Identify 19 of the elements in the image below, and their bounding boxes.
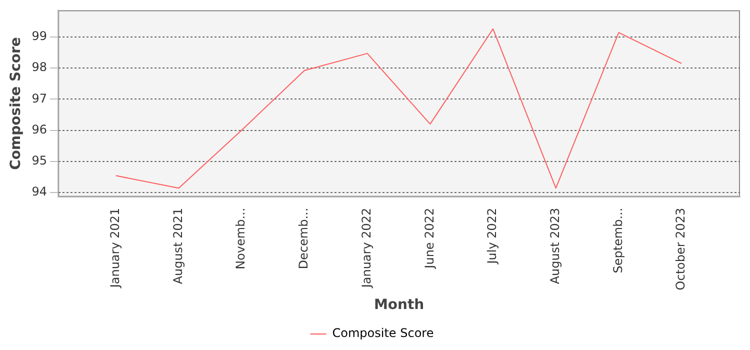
legend-label: Composite Score	[332, 326, 434, 340]
y-tick-label: 97	[32, 91, 48, 106]
y-tick-label: 96	[32, 122, 48, 136]
x-tick-label: January 2022	[359, 208, 374, 289]
x-tick-label: June 2022	[422, 208, 436, 270]
y-tick-label: 99	[32, 29, 48, 44]
x-tick-label: Septemb...	[610, 208, 625, 274]
x-tick-label: January 2021	[108, 208, 122, 289]
y-tick-label: 94	[32, 184, 48, 199]
x-tick-label: Decemb...	[296, 208, 311, 270]
x-tick-label: August 2021	[170, 208, 185, 284]
x-tick-label: October 2023	[674, 208, 688, 290]
y-axis-title: Composite Score	[8, 37, 24, 170]
y-tick-label: 98	[32, 60, 48, 74]
y-tick-label: 95	[32, 153, 48, 168]
x-tick-label: July 2022	[485, 208, 500, 265]
x-tick-label: Novemb...	[234, 208, 248, 270]
x-tick-label: August 2023	[548, 208, 562, 284]
x-axis-title: Month	[374, 297, 424, 314]
